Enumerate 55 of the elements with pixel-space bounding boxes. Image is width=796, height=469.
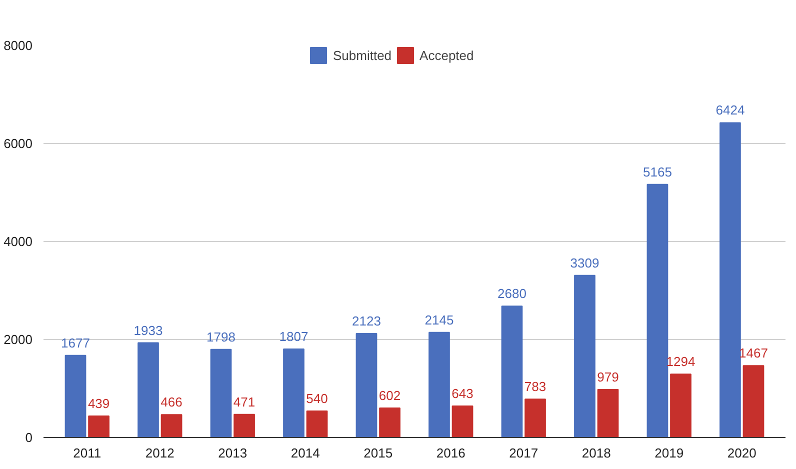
bar <box>574 274 596 438</box>
data-label: 540 <box>306 391 328 406</box>
x-tick-label: 2014 <box>290 446 320 460</box>
data-label: 1933 <box>134 322 163 338</box>
x-tick-label: 2017 <box>509 446 538 460</box>
bar <box>742 365 764 438</box>
data-label: 3309 <box>570 255 600 270</box>
y-tick-label: 4000 <box>4 234 32 249</box>
data-label: 5165 <box>643 164 672 180</box>
data-label: 466 <box>160 394 182 410</box>
x-tick-label: 2012 <box>145 446 174 460</box>
y-tick-label: 0 <box>25 430 33 445</box>
bar <box>646 184 668 438</box>
legend-label: Submitted <box>333 48 392 62</box>
y-tick-label: 6000 <box>4 136 32 151</box>
bar <box>88 415 110 438</box>
data-label: 439 <box>88 396 110 411</box>
data-label: 602 <box>378 388 401 403</box>
data-label: 1807 <box>279 328 308 344</box>
bar <box>306 410 328 438</box>
x-tick-label: 2019 <box>654 446 684 460</box>
bar <box>138 342 159 438</box>
data-label: 979 <box>597 370 619 385</box>
bar <box>452 405 474 438</box>
data-label: 783 <box>524 379 546 394</box>
x-tick-label: 2013 <box>218 446 248 460</box>
bar <box>670 374 692 438</box>
bar <box>428 332 450 438</box>
data-label: 643 <box>452 386 474 401</box>
bar <box>524 398 546 438</box>
data-label: 6424 <box>716 102 745 118</box>
x-tick-label: 2015 <box>364 446 393 460</box>
bar <box>283 348 304 438</box>
legend-label: Accepted <box>420 48 474 62</box>
bar <box>356 332 378 438</box>
x-tick-label: 2011 <box>73 446 102 460</box>
y-tick-label: 2000 <box>4 332 32 347</box>
bar <box>160 414 182 438</box>
bar <box>379 408 400 438</box>
bar <box>210 348 232 438</box>
data-label: 2680 <box>498 286 526 302</box>
data-label: 1798 <box>206 329 236 344</box>
data-label: 1677 <box>61 335 90 350</box>
bar <box>501 306 523 438</box>
data-label: 2123 <box>352 313 381 328</box>
bar <box>234 414 255 438</box>
x-tick-label: 2018 <box>582 446 611 460</box>
y-tick-label: 8000 <box>4 38 32 53</box>
bar <box>720 122 741 438</box>
data-label: 2145 <box>424 312 454 328</box>
x-tick-label: 2020 <box>727 446 756 460</box>
x-tick-label: 2016 <box>436 446 466 460</box>
bar <box>597 389 619 438</box>
bar <box>64 354 86 438</box>
data-label: 471 <box>233 394 256 410</box>
